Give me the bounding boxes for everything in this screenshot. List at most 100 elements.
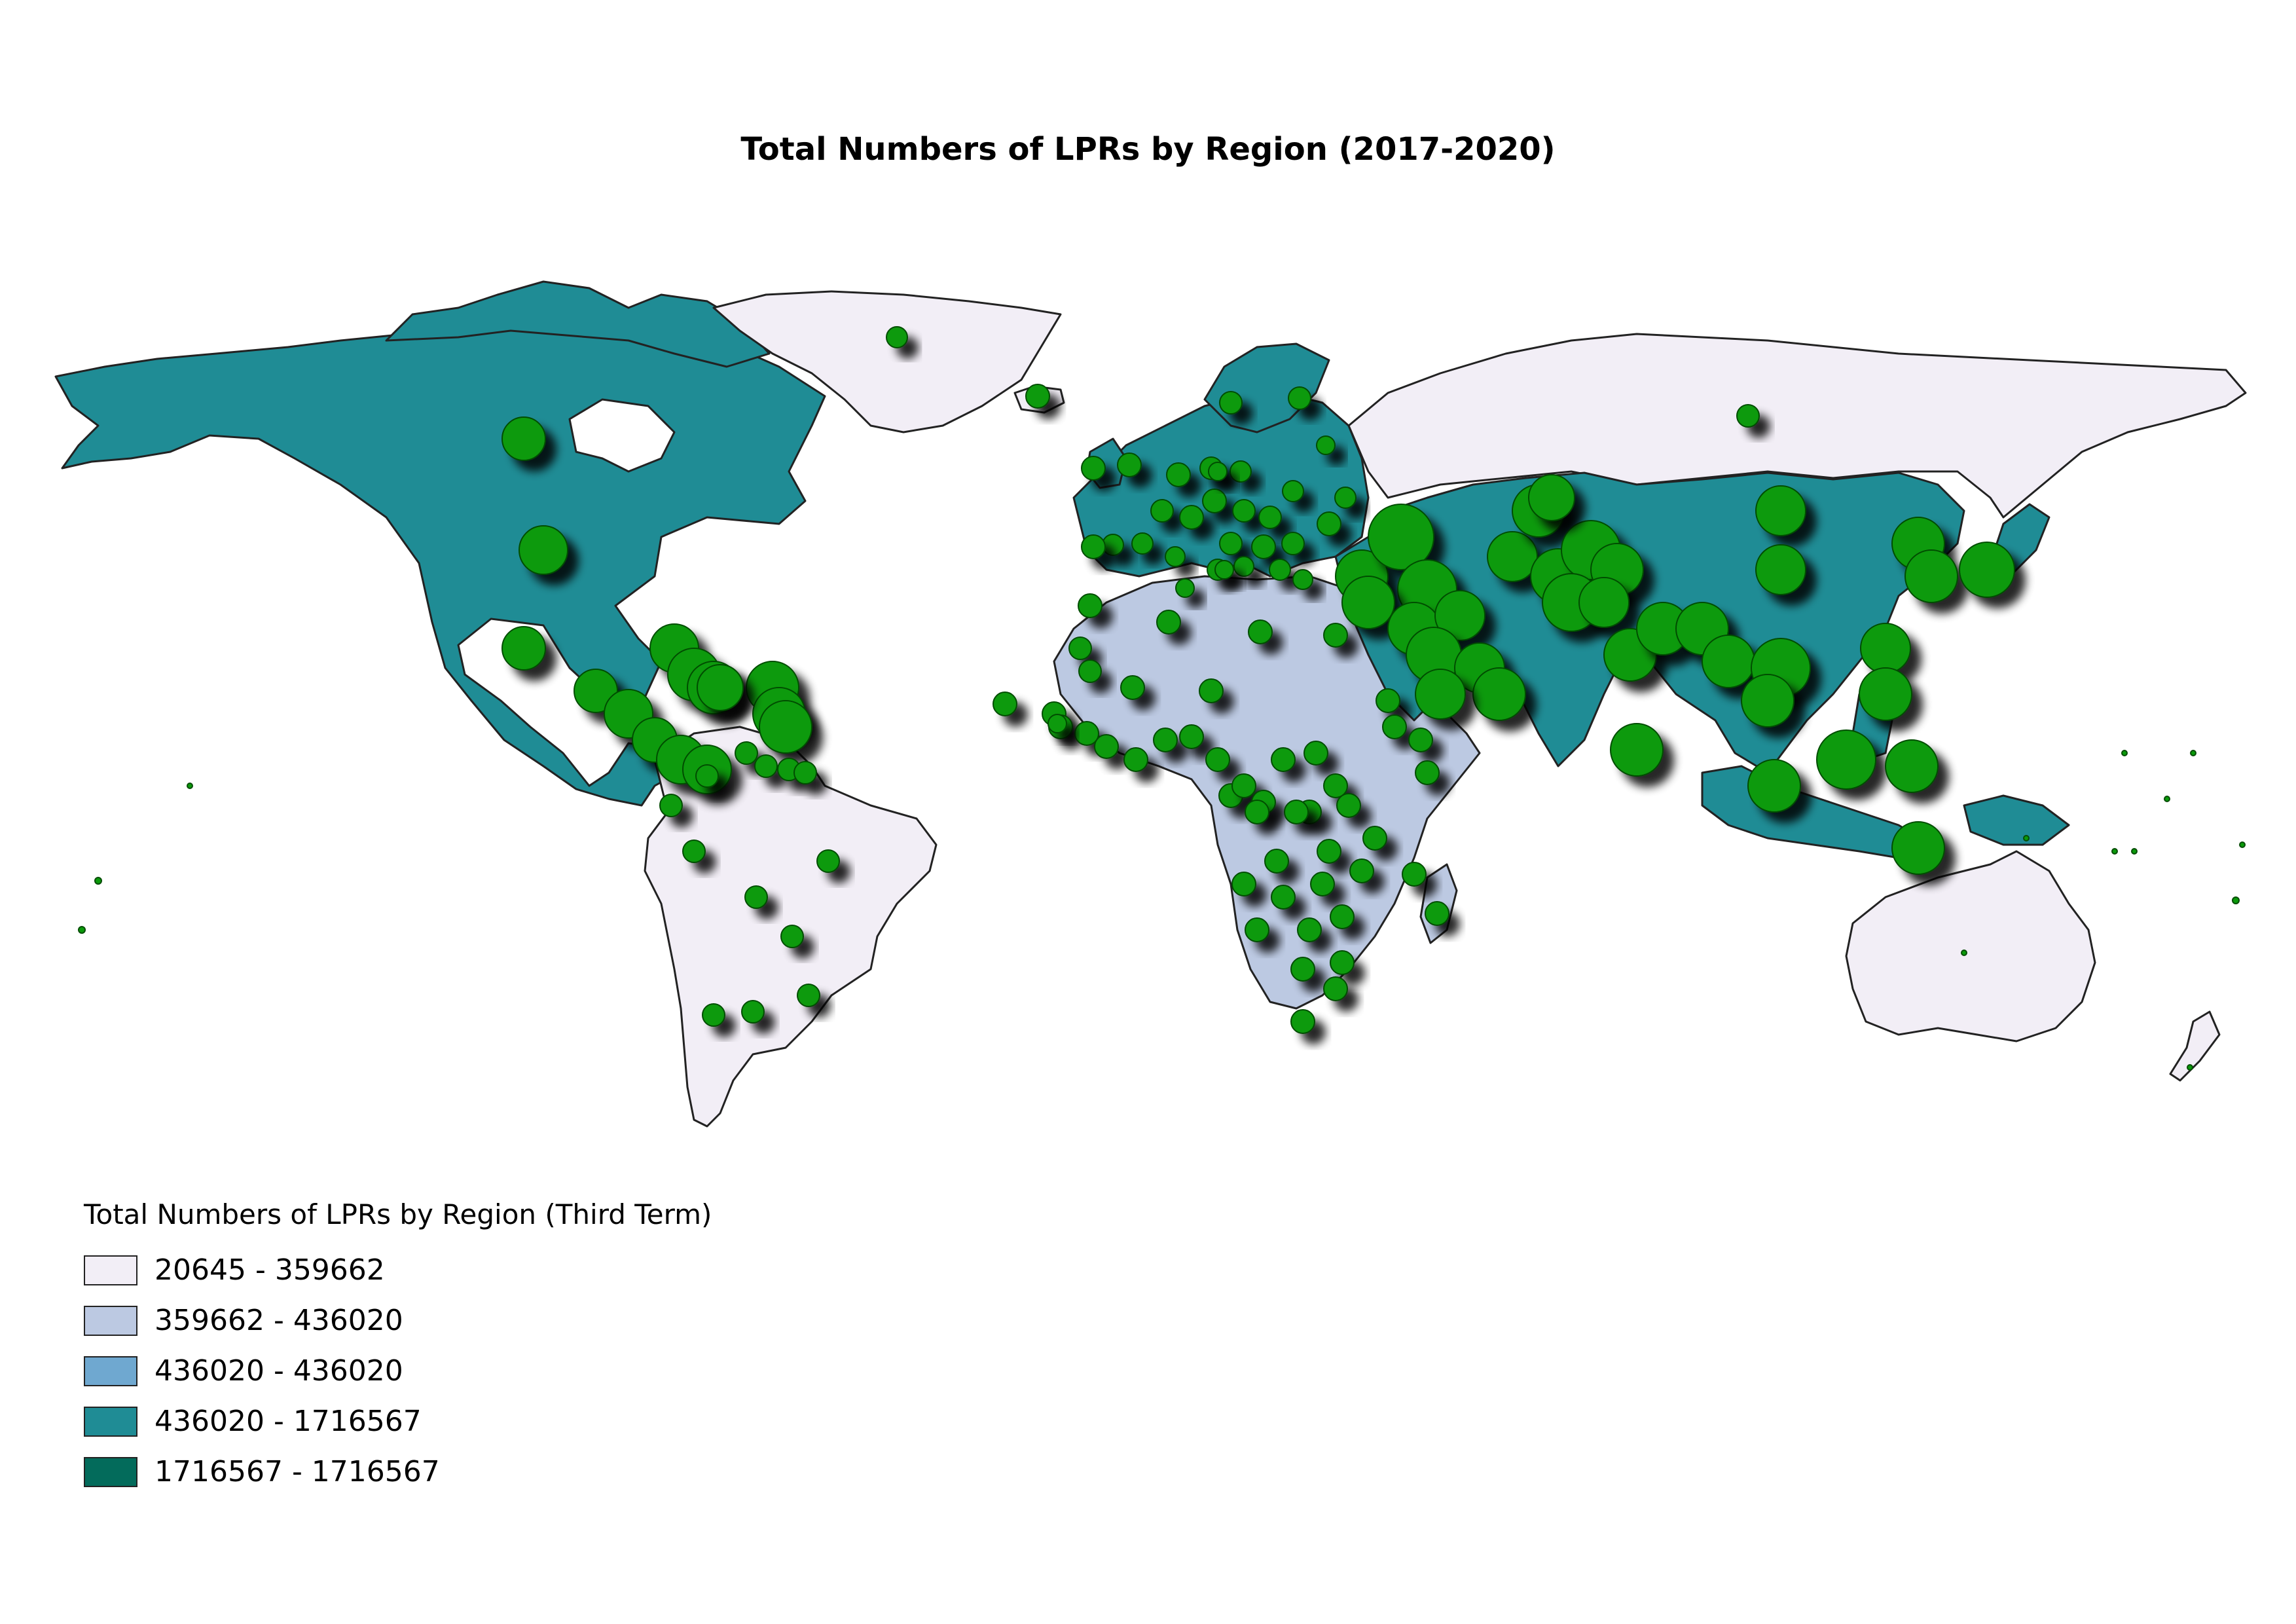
lpr-bubble-marker [2111,848,2118,855]
lpr-bubble-marker [1123,747,1148,772]
lpr-bubble-marker [1271,747,1296,772]
lpr-bubble-marker [78,926,86,934]
legend-item: 359662 - 436020 [84,1295,712,1346]
lpr-bubble-marker [1382,714,1407,739]
lpr-bubble-marker [2190,750,2196,756]
lpr-bubble-marker [1323,976,1348,1001]
lpr-bubble-marker [1415,669,1466,720]
lpr-bubble-marker [1153,728,1178,752]
lpr-bubble-marker [1245,917,1269,942]
legend-label: 436020 - 436020 [155,1354,403,1388]
legend-swatch [84,1305,137,1336]
lpr-bubble-marker [1323,623,1348,648]
greenland-region [712,290,1062,434]
lpr-bubble-marker [1336,793,1361,818]
legend-swatch [84,1255,137,1285]
lpr-bubble-marker [1402,862,1427,887]
legend-label: 20645 - 359662 [155,1253,385,1287]
lpr-bubble-marker [695,764,719,788]
lpr-bubble-marker [1199,678,1224,703]
lpr-bubble-marker [1208,462,1228,481]
lpr-bubble-marker [759,700,812,754]
lpr-bubble-marker [1747,759,1801,813]
lpr-bubble-marker [574,669,618,713]
lpr-bubble-marker [1248,619,1273,644]
lpr-bubble-marker [1736,404,1760,428]
new-zealand-region [2169,1010,2221,1082]
lpr-bubble-marker [1330,950,1355,975]
lpr-bubble-marker [1610,723,1664,777]
lpr-bubble-marker [1408,728,1433,752]
lpr-bubble-marker [1292,569,1313,590]
lpr-bubble-marker [1284,800,1309,824]
lpr-bubble-marker [816,849,840,873]
lpr-bubble-marker [1202,489,1227,513]
lpr-bubble-marker [1487,531,1538,582]
legend: Total Numbers of LPRs by Region (Third T… [84,1198,712,1497]
lpr-bubble-marker [1349,858,1374,883]
lpr-bubble-marker [886,326,908,348]
lpr-bubble-marker [1219,391,1243,415]
legend-item: 436020 - 436020 [84,1346,712,1396]
lpr-bubble-marker [1362,826,1387,851]
lpr-bubble-marker [1205,747,1230,772]
lpr-bubble-marker [1330,904,1355,929]
lpr-bubble-marker [754,754,778,778]
lpr-bubble-marker [1179,724,1204,749]
lpr-bubble-marker [1368,504,1434,570]
lpr-bubble-marker [1891,821,1945,875]
lpr-bubble-marker [682,840,706,863]
lpr-bubble-marker [1376,688,1400,713]
lpr-bubble-marker [1271,885,1296,910]
legend-item: 1716567 - 1716567 [84,1447,712,1497]
lpr-bubble-marker [744,885,768,909]
lpr-bubble-marker [735,741,758,765]
map-title: Total Numbers of LPRs by Region (2017-20… [740,131,1556,168]
lpr-bubble-marker [1156,610,1181,635]
lpr-bubble-marker [1755,544,1806,595]
lpr-bubble-marker [780,925,804,948]
lpr-bubble-marker [1310,872,1335,896]
lpr-bubble-marker [1131,532,1154,555]
lpr-bubble-marker [1434,590,1485,641]
lpr-bubble-marker [1282,480,1304,502]
bubble-layer [78,326,2246,1071]
europe-region [1072,392,1370,578]
legend-item: 436020 - 1716567 [84,1396,712,1447]
lpr-bubble-marker [1230,460,1252,483]
lpr-bubble-marker [793,761,817,784]
lpr-bubble-marker [1233,556,1254,577]
lpr-bubble-marker [1741,674,1795,728]
lpr-bubble-marker [1264,849,1289,874]
lpr-bubble-marker [1068,637,1092,660]
lpr-bubble-marker [993,692,1017,716]
lpr-bubble-marker [1323,773,1348,798]
lpr-bubble-marker [94,877,102,885]
legend-swatch [84,1406,137,1437]
lpr-bubble-marker [1904,549,1958,603]
lpr-bubble-marker [1961,950,1967,956]
lpr-bubble-marker [1317,511,1341,536]
lpr-bubble-marker [1166,462,1191,487]
lpr-bubble-marker [1702,635,1755,688]
lpr-bubble-marker [1214,560,1234,580]
legend-swatch [84,1456,137,1487]
lpr-bubble-marker [1303,741,1328,766]
lpr-bubble-marker [1288,386,1311,410]
lpr-bubble-marker [501,626,546,671]
lpr-bubble-marker [1317,839,1341,864]
legend-label: 436020 - 1716567 [155,1405,422,1438]
lpr-bubble-marker [1251,534,1276,559]
lpr-bubble-marker [1472,667,1526,721]
lpr-bubble-marker [1269,559,1291,581]
lpr-bubble-marker [1959,542,2015,598]
lpr-bubble-marker [1232,499,1256,523]
lpr-bubble-marker [1341,576,1395,629]
lpr-bubble-marker [1334,487,1357,509]
lpr-bubble-marker [1415,760,1440,785]
lpr-bubble-marker [1025,384,1050,409]
lpr-bubble-marker [1048,714,1067,733]
lpr-bubble-marker [1094,734,1119,759]
lpr-bubble-marker [187,783,193,789]
lpr-bubble-marker [659,794,683,817]
